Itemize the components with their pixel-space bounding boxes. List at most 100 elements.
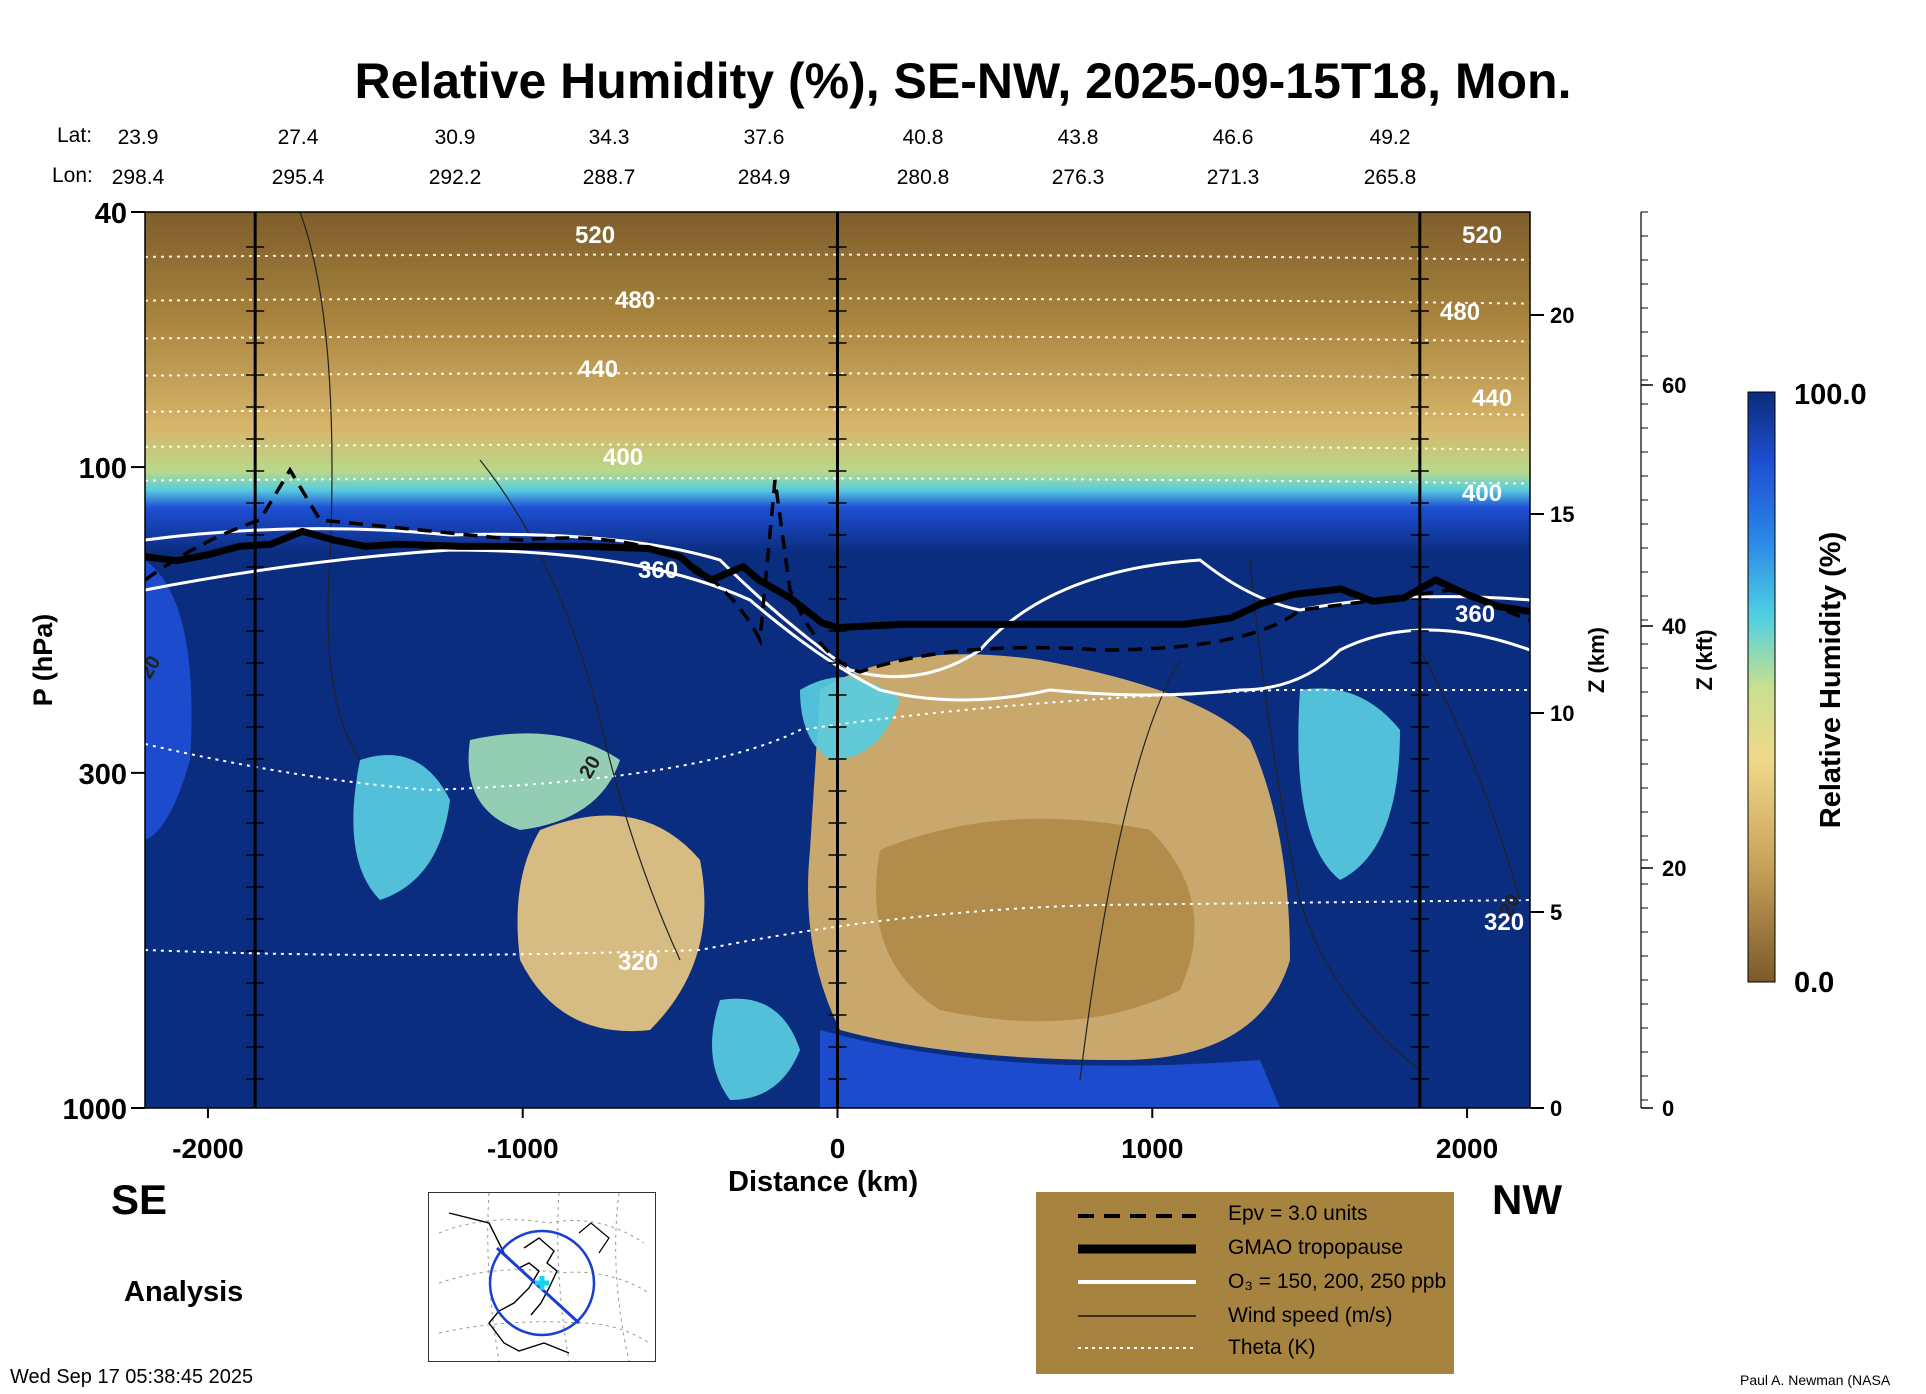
lon-value: 295.4	[272, 166, 325, 189]
lat-value: 27.4	[278, 126, 319, 149]
nw-label: NW	[1492, 1176, 1562, 1223]
legend-item-wind: Wind speed (m/s)	[1036, 1302, 1454, 1330]
theta-label: 440	[1472, 385, 1512, 412]
legend-label-epv: Epv = 3.0 units	[1228, 1202, 1368, 1225]
wind-contour	[1419, 649, 1521, 901]
lat-value: 23.9	[118, 126, 159, 149]
theta-isentrope	[145, 372, 1530, 380]
lat-value: 46.6	[1213, 126, 1254, 149]
boundary-layer-moist	[820, 1030, 1280, 1108]
colorbar-label: Relative Humidity (%)	[1815, 532, 1847, 829]
zkm-tick-label: 0	[1550, 1096, 1562, 1121]
locator-map	[428, 1192, 656, 1362]
tropopause-line	[145, 527, 1530, 632]
legend-item-theta: Theta (K)	[1036, 1334, 1454, 1362]
wind-contour	[1079, 659, 1181, 1081]
lon-value: 271.3	[1207, 166, 1260, 189]
p-tick-label: 40	[95, 198, 127, 230]
theta-isentrope	[145, 297, 1530, 305]
zkm-axis-label: Z (km)	[1584, 627, 1609, 693]
wind-contour	[1249, 559, 1421, 1071]
lat-value: 37.6	[744, 126, 785, 149]
epv-line	[145, 466, 1530, 674]
legend-swatch-thin	[1078, 1315, 1196, 1317]
zkft-tick-label: 40	[1662, 614, 1686, 639]
lon-value: 276.3	[1052, 166, 1105, 189]
p-tick-label: 300	[79, 759, 127, 791]
legend-item-epv: Epv = 3.0 units	[1036, 1200, 1454, 1228]
lat-value: 49.2	[1370, 126, 1411, 149]
lat-value: 40.8	[903, 126, 944, 149]
p-tick-label: 1000	[62, 1094, 127, 1126]
zkm-tick-label: 15	[1550, 502, 1574, 527]
analysis-label: Analysis	[124, 1276, 244, 1308]
dry-region-left	[517, 815, 705, 1032]
moist-patch-a	[353, 755, 450, 900]
y-axis-label: P (hPa)	[28, 614, 58, 707]
zkft-axis-label: Z (kft)	[1692, 629, 1717, 690]
zkft-tick-label: 20	[1662, 856, 1686, 881]
legend-item-tropopause: GMAO tropopause	[1036, 1234, 1454, 1262]
dry-core-center	[876, 818, 1195, 1022]
ozone-contour	[145, 548, 1530, 702]
lon-value: 298.4	[112, 166, 165, 189]
zkft-tick-label: 60	[1662, 373, 1686, 398]
lat-label: Lat:	[57, 124, 93, 147]
lat-value: 43.8	[1058, 126, 1099, 149]
theta-isentrope	[145, 335, 1530, 343]
lon-value: 292.2	[429, 166, 482, 189]
legend-item-ozone: O₃ = 150, 200, 250 ppb	[1036, 1268, 1454, 1296]
legend: Epv = 3.0 units GMAO tropopause O₃ = 150…	[1036, 1192, 1454, 1374]
colorbar-min-label: 0.0	[1794, 967, 1834, 999]
moist-patch-f	[712, 998, 800, 1100]
moist-patch-c	[800, 677, 900, 760]
p-tick-label: 100	[79, 453, 127, 485]
legend-swatch-dashed	[1078, 1214, 1196, 1218]
theta-label: 480	[1440, 299, 1480, 326]
theta-isentrope	[145, 899, 1530, 956]
lon-value: 280.8	[897, 166, 950, 189]
theta-label: 400	[1462, 480, 1502, 507]
moist-patch-e	[145, 560, 192, 840]
lon-value: 288.7	[583, 166, 636, 189]
se-label: SE	[111, 1176, 168, 1223]
chart-title: Relative Humidity (%), SE-NW, 2025-09-15…	[354, 53, 1572, 109]
x-tick-label: 1000	[1121, 1133, 1183, 1164]
lon-value: 265.8	[1364, 166, 1417, 189]
zkm-tick-label: 20	[1550, 303, 1574, 328]
theta-isentrope	[145, 408, 1530, 416]
theta-label: 520	[1462, 222, 1502, 249]
lon-label: Lon:	[52, 164, 93, 187]
theta-label: 520	[575, 222, 615, 249]
moist-patch-b	[468, 733, 620, 830]
legend-swatch-dotted	[1078, 1347, 1196, 1349]
colorbar	[1747, 391, 1776, 983]
legend-label-theta: Theta (K)	[1228, 1336, 1316, 1359]
legend-label-ozone: O₃ = 150, 200, 250 ppb	[1228, 1270, 1447, 1293]
theta-label: 440	[578, 356, 618, 383]
lat-value: 30.9	[435, 126, 476, 149]
colorbar-max-label: 100.0	[1794, 379, 1867, 411]
theta-isentrope	[145, 689, 1530, 792]
rh-field: 5204804404003603205204804404003603202020…	[145, 212, 1530, 1108]
moist-patch-d	[1298, 688, 1400, 880]
x-tick-label: 0	[830, 1133, 846, 1164]
lat-value: 34.3	[589, 126, 630, 149]
wind-contour	[299, 212, 361, 761]
zkft-tick-label: 0	[1662, 1096, 1674, 1121]
theta-label: 400	[603, 444, 643, 471]
timestamp: Wed Sep 17 05:38:45 2025	[10, 1366, 254, 1388]
theta-label: 320	[1484, 909, 1524, 936]
zkm-tick-label: 5	[1550, 900, 1562, 925]
theta-label: 360	[638, 557, 678, 584]
x-tick-label: 2000	[1436, 1133, 1498, 1164]
theta-isentrope	[145, 477, 1530, 485]
theta-label: 320	[618, 949, 658, 976]
legend-label-wind: Wind speed (m/s)	[1228, 1304, 1393, 1327]
wind-contour	[479, 459, 681, 961]
credit: Paul A. Newman (NASA	[1740, 1372, 1891, 1388]
locator-map-graphic	[438, 1192, 650, 1362]
theta-isentrope	[145, 443, 1530, 451]
x-axis-label: Distance (km)	[728, 1166, 919, 1198]
